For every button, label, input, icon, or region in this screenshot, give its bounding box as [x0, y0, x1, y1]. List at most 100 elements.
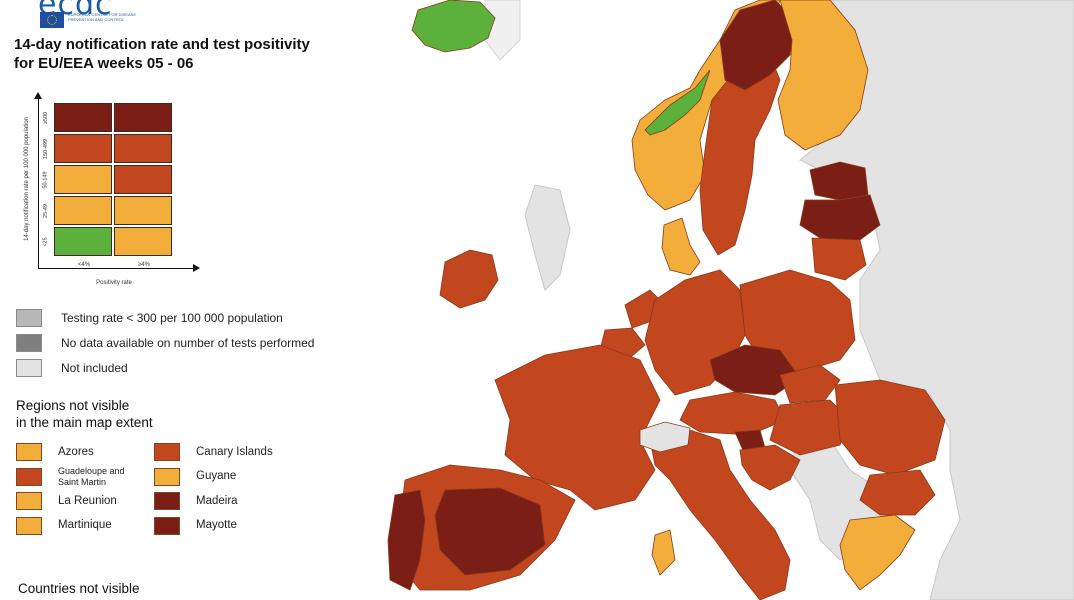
column-label: <4%: [77, 262, 91, 268]
matrix-cell: [114, 134, 172, 163]
region-swatch: [154, 467, 180, 486]
matrix-cell: [54, 227, 112, 256]
region-swatch: [154, 516, 180, 535]
country-hungary: [769, 399, 851, 456]
region-label: Azores: [58, 445, 94, 458]
legend-swatch: [16, 333, 42, 352]
region-item: Mayotte: [154, 514, 314, 539]
country-estonia: [809, 161, 869, 201]
legend-swatch: [16, 308, 42, 327]
matrix-cell: [54, 165, 112, 194]
ecdc-logo: ecdc European Centre for Disease Prevent…: [36, 0, 146, 34]
row-label: ≥500: [40, 102, 52, 133]
color-matrix-legend: 14-day notification rate per 100 000 pop…: [14, 92, 200, 292]
country-italy: [649, 429, 791, 600]
country-switzerland: [639, 421, 691, 453]
matrix-cell: [114, 165, 172, 194]
region-item: Martinique: [16, 514, 154, 539]
region-label: Canary Islands: [196, 445, 273, 458]
row-label: 50-149: [40, 164, 52, 195]
region-swatch: [16, 467, 42, 486]
region-swatch: [16, 516, 42, 535]
region-swatch: [154, 443, 180, 462]
legend-label: No data available on number of tests per…: [61, 335, 315, 350]
region-label: Guyane: [196, 470, 237, 483]
country-austria: [679, 391, 786, 436]
title-line-1: 14-day notification rate and test positi…: [14, 36, 310, 53]
legend-swatch: [16, 358, 42, 377]
regions-legend: Azores Canary Islands Guadeloupe and Saint…: [16, 440, 316, 538]
region-label: Martinique: [58, 519, 112, 532]
legend-item: Not included: [16, 355, 314, 380]
row-labels: ≥500 150-499 50-149 25-49 <25: [40, 102, 52, 254]
region-item: Madeira: [154, 489, 314, 514]
region-item: Guadeloupe and Saint Martin: [16, 465, 154, 490]
row-label: 25-49: [40, 195, 52, 226]
data-availability-legend: Testing rate < 300 per 100 000 populatio…: [16, 305, 314, 380]
map-title: 14-day notification rate and test positi…: [14, 35, 374, 73]
country-romania: [834, 379, 946, 476]
legend-label: Testing rate < 300 per 100 000 populatio…: [61, 310, 283, 325]
region-item: Guyane: [154, 465, 314, 490]
matrix-grid: [54, 103, 174, 256]
regions-heading: Regions not visible in the main map exte…: [16, 397, 153, 431]
region-swatch: [154, 492, 180, 511]
region-swatch: [16, 492, 42, 511]
country-sweden-north: [719, 0, 796, 91]
country-france: [494, 344, 661, 511]
y-axis-label: 14-day notification rate per 100 000 pop…: [24, 117, 30, 241]
matrix-cell: [114, 227, 172, 256]
region-swatch: [16, 443, 42, 462]
logo-text: European Centre for Disease Prevention a…: [68, 12, 137, 22]
x-axis-arrow-icon: [38, 264, 200, 272]
region-label: La Reunion: [58, 494, 117, 507]
row-label-text: 25-49: [43, 203, 50, 218]
region-item: Canary Islands: [154, 440, 314, 465]
country-slovakia: [779, 364, 841, 404]
row-label-text: <25: [43, 236, 49, 247]
legend-item: Testing rate < 300 per 100 000 populatio…: [16, 305, 314, 330]
country-lithuania: [811, 237, 867, 281]
region-item: Azores: [16, 440, 154, 465]
country-croatia: [739, 444, 801, 491]
row-label: <25: [40, 226, 52, 257]
country-denmark: [661, 217, 701, 276]
country-spain-interior: [434, 487, 546, 576]
column-labels: <4% ≥4%: [54, 262, 174, 268]
row-label-text: 50-149: [43, 170, 50, 189]
matrix-cell: [54, 103, 112, 132]
row-label: 150-499: [40, 133, 52, 164]
legend-panel: ecdc European Centre for Disease Prevent…: [0, 0, 400, 600]
country-finland: [777, 0, 869, 151]
country-greece: [839, 514, 916, 591]
title-line-2: for EU/EEA weeks 05 - 06: [14, 55, 194, 72]
region-label: Mayotte: [196, 519, 237, 532]
region-label: Guadeloupe and Saint Martin: [58, 465, 125, 487]
country-latvia: [799, 194, 881, 241]
country-portugal: [387, 489, 426, 591]
regions-heading-line-2: in the main map extent: [16, 415, 153, 430]
countries-heading: Countries not visible: [18, 581, 140, 596]
country-bulgaria: [859, 469, 936, 516]
y-axis-arrow-icon: [34, 92, 42, 268]
matrix-cell: [114, 103, 172, 132]
matrix-cell: [54, 134, 112, 163]
x-axis-label: Positivity rate: [96, 280, 132, 286]
region-item: La Reunion: [16, 489, 154, 514]
eu-flag-icon: [40, 12, 64, 28]
row-label-text: ≥500: [43, 111, 50, 124]
matrix-cell: [114, 196, 172, 225]
regions-heading-line-1: Regions not visible: [16, 398, 130, 413]
matrix-cell: [54, 196, 112, 225]
row-label-text: 150-499: [43, 138, 49, 159]
legend-label: Not included: [61, 360, 128, 375]
country-iceland: [411, 0, 496, 53]
country-ireland: [439, 249, 499, 309]
column-label: ≥4%: [138, 262, 150, 268]
country-norway-west-coast: [644, 69, 711, 136]
country-sardinia: [651, 529, 676, 576]
region-label: Madeira: [196, 494, 238, 507]
legend-item: No data available on number of tests per…: [16, 330, 314, 355]
